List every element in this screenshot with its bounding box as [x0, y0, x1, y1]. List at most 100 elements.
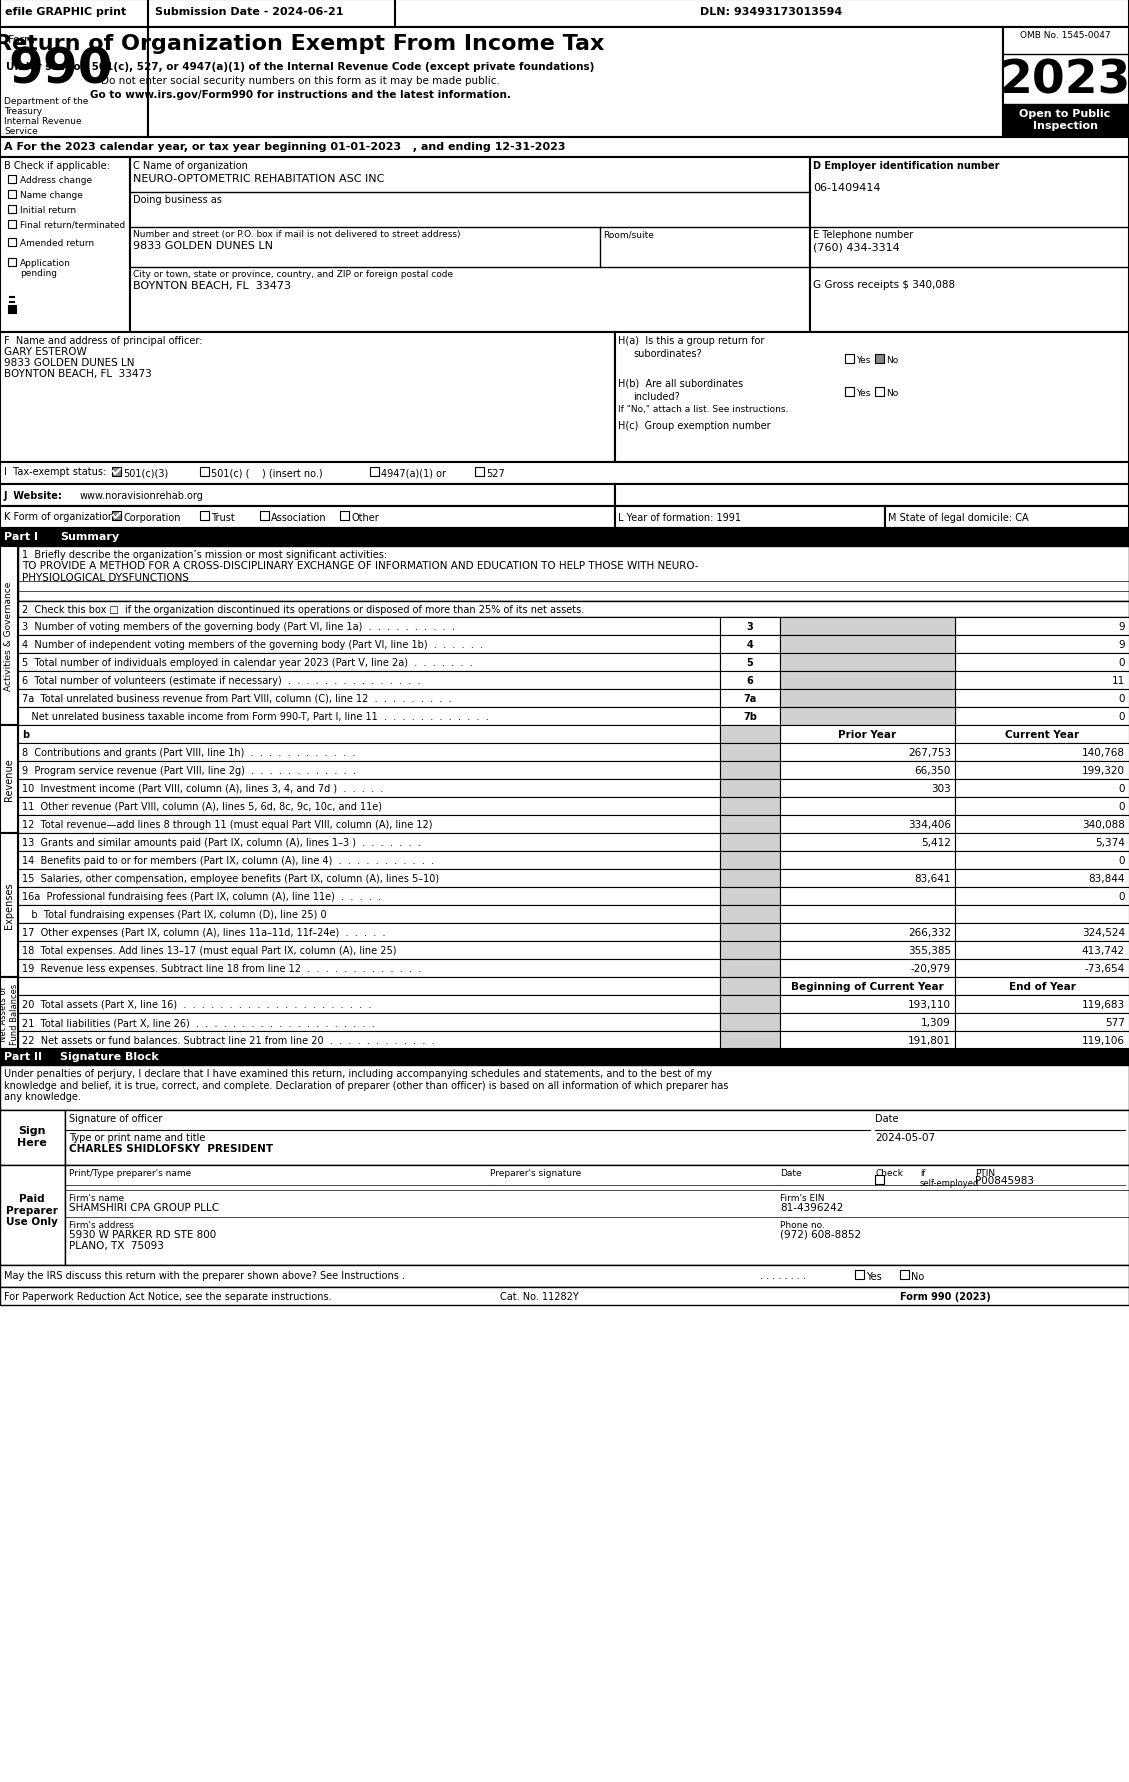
Bar	[875, 355, 884, 364]
Text: Go to www.irs.gov/Form990 for instructions and the latest information.: Go to www.irs.gov/Form990 for instructio…	[89, 89, 510, 100]
Text: 1  Briefly describe the organization’s mission or most significant activities:: 1 Briefly describe the organization’s mi…	[21, 549, 387, 560]
Bar	[18, 725, 720, 743]
Bar	[780, 761, 955, 779]
Text: 0: 0	[1119, 802, 1124, 811]
Text: b  Total fundraising expenses (Part IX, column (D), line 25) 0: b Total fundraising expenses (Part IX, c…	[21, 909, 326, 920]
Bar	[1003, 105, 1129, 137]
Bar	[955, 636, 1129, 654]
Bar	[780, 941, 955, 959]
Text: Department of the: Department of the	[5, 96, 88, 105]
Text: 5,412: 5,412	[921, 838, 951, 848]
Text: Application
pending: Application pending	[20, 258, 71, 278]
Text: 16a  Professional fundraising fees (Part IX, column (A), line 11e)  .  .  .  .  : 16a Professional fundraising fees (Part …	[21, 891, 382, 902]
Text: 13  Grants and similar amounts paid (Part IX, column (A), lines 1–3 )  .  .  .  : 13 Grants and similar amounts paid (Part…	[21, 838, 421, 848]
Bar	[955, 923, 1129, 941]
Bar	[720, 1014, 780, 1032]
Bar	[955, 725, 1129, 743]
Bar	[955, 1014, 1129, 1032]
Bar	[65, 1110, 1129, 1165]
Bar	[900, 1271, 909, 1279]
Bar	[780, 905, 955, 923]
Text: PTIN: PTIN	[975, 1169, 995, 1178]
Bar	[130, 159, 809, 333]
Text: No: No	[886, 388, 899, 397]
Bar	[720, 959, 780, 978]
Text: NEURO-OPTOMETRIC REHABITATION ASC INC: NEURO-OPTOMETRIC REHABITATION ASC INC	[133, 175, 384, 184]
Bar	[955, 761, 1129, 779]
Bar	[955, 959, 1129, 978]
Text: Prior Year: Prior Year	[838, 729, 896, 740]
Bar	[844, 355, 854, 364]
Bar	[955, 870, 1129, 887]
Bar	[720, 887, 780, 905]
Bar	[0, 485, 615, 506]
Text: Corporation: Corporation	[123, 513, 181, 522]
Bar	[955, 798, 1129, 816]
Bar	[18, 1032, 720, 1050]
Bar	[18, 618, 720, 636]
Bar	[18, 779, 720, 798]
Text: I  Tax-exempt status:: I Tax-exempt status:	[5, 467, 106, 478]
Bar	[0, 29, 148, 137]
Bar	[8, 307, 16, 314]
Bar	[0, 834, 18, 978]
Bar	[18, 761, 720, 779]
Text: Open to Public
Inspection: Open to Public Inspection	[1019, 109, 1111, 130]
Bar	[0, 1265, 1129, 1287]
Bar	[0, 1287, 1129, 1304]
Bar	[780, 618, 955, 636]
Text: 83,844: 83,844	[1088, 873, 1124, 884]
Text: 2024-05-07: 2024-05-07	[875, 1132, 935, 1142]
Text: PLANO, TX  75093: PLANO, TX 75093	[69, 1240, 164, 1251]
Text: 340,088: 340,088	[1082, 820, 1124, 830]
Text: 501(c)(3): 501(c)(3)	[123, 469, 168, 479]
Text: Summary: Summary	[60, 531, 120, 542]
Text: 10  Investment income (Part VIII, column (A), lines 3, 4, and 7d )  .  .  .  .  : 10 Investment income (Part VIII, column …	[21, 784, 384, 793]
Bar	[955, 816, 1129, 834]
Bar	[475, 467, 484, 478]
Text: No: No	[911, 1271, 925, 1281]
Bar	[0, 978, 18, 1050]
Text: Preparer's signature: Preparer's signature	[490, 1169, 581, 1178]
Bar	[780, 1032, 955, 1050]
Bar	[18, 636, 720, 654]
Text: 2  Check this box □  if the organization discontinued its operations or disposed: 2 Check this box □ if the organization d…	[21, 604, 584, 615]
Bar	[875, 1176, 884, 1185]
Bar	[720, 852, 780, 870]
Bar	[720, 654, 780, 672]
Text: Type or print name and title: Type or print name and title	[69, 1132, 205, 1142]
Text: 20  Total assets (Part X, line 16)  .  .  .  .  .  .  .  .  .  .  .  .  .  .  . : 20 Total assets (Part X, line 16) . . . …	[21, 1000, 371, 1009]
Bar	[615, 506, 885, 529]
Bar	[720, 816, 780, 834]
Bar	[18, 690, 720, 707]
Bar	[8, 191, 16, 200]
Bar	[809, 159, 1129, 333]
Bar	[260, 511, 269, 520]
Bar	[780, 834, 955, 852]
Text: End of Year: End of Year	[1008, 982, 1076, 991]
Bar	[8, 207, 16, 214]
Text: . . . . . . . .: . . . . . . . .	[760, 1271, 806, 1279]
Text: subordinates?: subordinates?	[633, 349, 701, 358]
Bar	[18, 1014, 720, 1032]
Bar	[720, 1032, 780, 1050]
Bar	[780, 707, 955, 725]
Bar	[720, 923, 780, 941]
Bar	[720, 743, 780, 761]
Text: 7b: 7b	[743, 711, 756, 722]
Bar	[875, 388, 884, 397]
Bar	[955, 654, 1129, 672]
Text: Phone no.: Phone no.	[780, 1221, 825, 1230]
Text: 81-4396242: 81-4396242	[780, 1203, 843, 1212]
Text: M State of legal domicile: CA: M State of legal domicile: CA	[889, 513, 1029, 522]
Text: BOYNTON BEACH, FL  33473: BOYNTON BEACH, FL 33473	[5, 369, 151, 380]
Text: H(a)  Is this a group return for: H(a) Is this a group return for	[618, 335, 764, 346]
Text: 4: 4	[746, 640, 753, 650]
Text: Yes: Yes	[856, 356, 870, 365]
Text: Other: Other	[351, 513, 378, 522]
Bar	[955, 1032, 1129, 1050]
Text: 5930 W PARKER RD STE 800: 5930 W PARKER RD STE 800	[69, 1230, 217, 1238]
Text: Date: Date	[780, 1169, 802, 1178]
Bar	[18, 887, 720, 905]
Bar	[720, 690, 780, 707]
